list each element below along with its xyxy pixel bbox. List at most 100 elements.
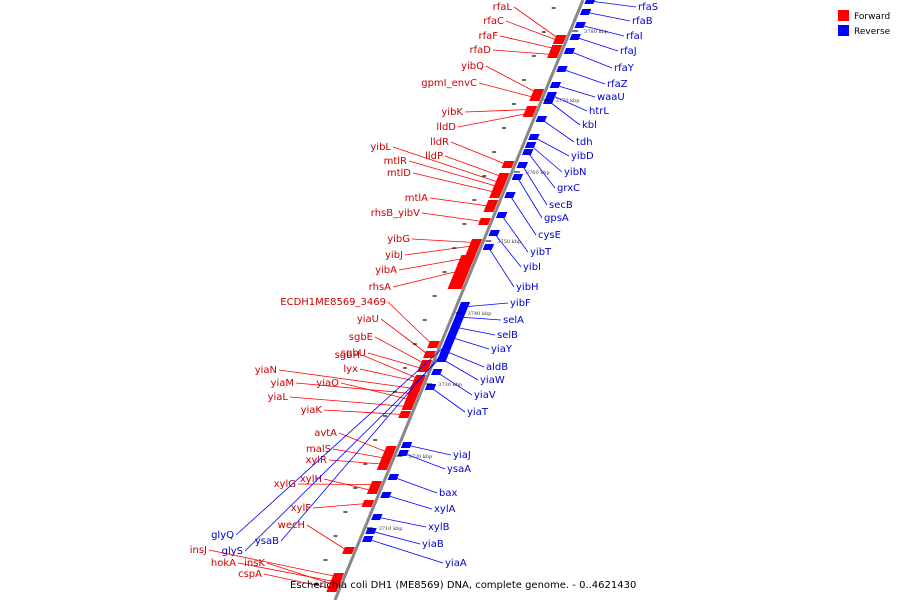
forward-gene-label: cspA xyxy=(238,569,262,580)
reverse-connector xyxy=(579,24,625,37)
forward-gene-xylh xyxy=(366,487,380,494)
reverse-gene-label: ysaA xyxy=(447,464,471,475)
forward-connector xyxy=(208,549,337,577)
reverse-connector xyxy=(367,538,444,564)
forward-connector xyxy=(429,197,489,207)
forward-gene-rfac xyxy=(552,37,566,44)
reverse-connector xyxy=(406,444,452,456)
forward-gene-wech xyxy=(342,547,355,554)
forward-connector xyxy=(398,257,467,271)
forward-gene-xylg xyxy=(369,481,383,488)
forward-gene-cspa xyxy=(326,585,340,592)
forward-gene-label: rfaL xyxy=(493,2,513,13)
forward-gene-xylr xyxy=(376,458,392,470)
kbp-tick-label: 3740 kbp xyxy=(468,311,492,317)
reverse-connector xyxy=(441,358,479,381)
reverse-gene-label: xylB xyxy=(428,522,450,533)
forward-gene-label: yiaN xyxy=(255,365,277,376)
forward-connector xyxy=(412,172,495,193)
reverse-gene-label: yiaJ xyxy=(453,450,471,461)
forward-connector xyxy=(408,160,498,187)
reverse-connector xyxy=(454,326,496,336)
legend-reverse-swatch xyxy=(838,25,849,36)
forward-gene-label: xylR xyxy=(305,455,327,466)
reverse-connector xyxy=(280,348,447,542)
forward-gene-label: yibA xyxy=(375,265,397,276)
forward-gene-lldr xyxy=(501,161,515,168)
reverse-connector xyxy=(555,84,596,98)
forward-gene-label: lldP xyxy=(425,151,443,162)
reverse-gene-label: rfaZ xyxy=(607,79,628,90)
forward-connector xyxy=(289,396,407,407)
tick-layer: 3780 kbp 3770 kbp 3760 kbp 3750 kbp 3740 kbp… xyxy=(313,7,608,585)
reverse-connector xyxy=(501,214,529,253)
forward-gene-yibj xyxy=(466,240,482,252)
reverse-connector xyxy=(402,452,446,470)
forward-connector xyxy=(478,82,535,98)
reverse-gene-label: yiaA xyxy=(445,558,467,569)
reverse-gene-label: glyS xyxy=(222,546,243,557)
forward-connector xyxy=(464,109,530,113)
reverse-connector xyxy=(450,336,490,350)
forward-gene-label: yiaU xyxy=(357,314,379,325)
kbp-tick-label: 3730 kbp xyxy=(438,382,462,388)
legend-forward-label: Forward xyxy=(854,12,890,22)
forward-gene-label: lyx xyxy=(343,364,358,375)
forward-gene-sgbu xyxy=(417,365,431,372)
forward-connector xyxy=(266,562,334,585)
forward-gene-label: yiaO xyxy=(316,378,339,389)
forward-gene-label: mtlR xyxy=(384,156,407,167)
reverse-gene-glys xyxy=(438,352,450,358)
reverse-connector xyxy=(540,118,575,143)
forward-connector xyxy=(492,49,553,55)
legend: Forward Reverse xyxy=(838,10,891,37)
reverse-gene-label: xylA xyxy=(434,504,456,515)
reverse-gene-label: yiaT xyxy=(467,407,489,418)
genome-backbone xyxy=(333,0,585,600)
reverse-gene-label: glyQ xyxy=(211,530,234,541)
forward-gene-label: yibQ xyxy=(461,61,484,72)
forward-connector xyxy=(297,483,375,485)
reverse-gene-label: tdh xyxy=(576,137,593,148)
forward-gene-label: gpmI_envC xyxy=(421,78,477,89)
reverse-connector xyxy=(533,136,570,157)
forward-gene-label: lldD xyxy=(436,122,456,133)
forward-connector xyxy=(392,146,500,183)
reverse-gene-label: htrL xyxy=(589,106,609,117)
reverse-gene-label: yiaY xyxy=(491,344,513,355)
forward-gene-label: rfaF xyxy=(478,31,498,42)
kbp-tick-label: 3770 kbp xyxy=(556,98,580,104)
label-layer: rfaL rfaC rfaF rfaD yibQ gpmI_envC yibK lldD lld… xyxy=(190,0,658,589)
forward-connector xyxy=(359,368,417,382)
reverse-gene-label: ysaB xyxy=(255,536,279,547)
forward-gene-label: insK xyxy=(244,558,265,569)
reverse-gene-label: kbl xyxy=(582,120,597,131)
reverse-gene-label: rfaI xyxy=(626,31,643,42)
reverse-connector xyxy=(509,194,537,236)
forward-gene-label: yibL xyxy=(370,142,391,153)
forward-gene-label: sgbE xyxy=(349,332,373,343)
reverse-gene-label: rfaJ xyxy=(620,46,637,57)
reverse-connector xyxy=(244,354,444,552)
forward-gene-rfaf xyxy=(549,45,563,52)
forward-gene-rfad xyxy=(547,51,560,58)
reverse-connector xyxy=(445,350,485,368)
forward-connector xyxy=(421,212,484,222)
forward-gene-label: insJ xyxy=(190,545,207,556)
forward-connector xyxy=(323,478,372,491)
reverse-gene-rfas xyxy=(584,0,595,4)
forward-gene-yiao xyxy=(404,396,418,403)
reverse-connector xyxy=(487,246,515,288)
forward-connector xyxy=(328,459,382,465)
reverse-connector xyxy=(493,232,522,268)
forward-gene-label: mtlA xyxy=(405,193,428,204)
reverse-connector xyxy=(548,100,581,126)
reverse-connector xyxy=(458,316,502,321)
reverse-connector xyxy=(585,11,631,22)
forward-connector xyxy=(499,35,555,49)
forward-gene-mtld xyxy=(489,186,505,198)
forward-connector xyxy=(392,271,455,288)
forward-connector xyxy=(444,155,502,177)
reverse-connector xyxy=(569,50,613,69)
